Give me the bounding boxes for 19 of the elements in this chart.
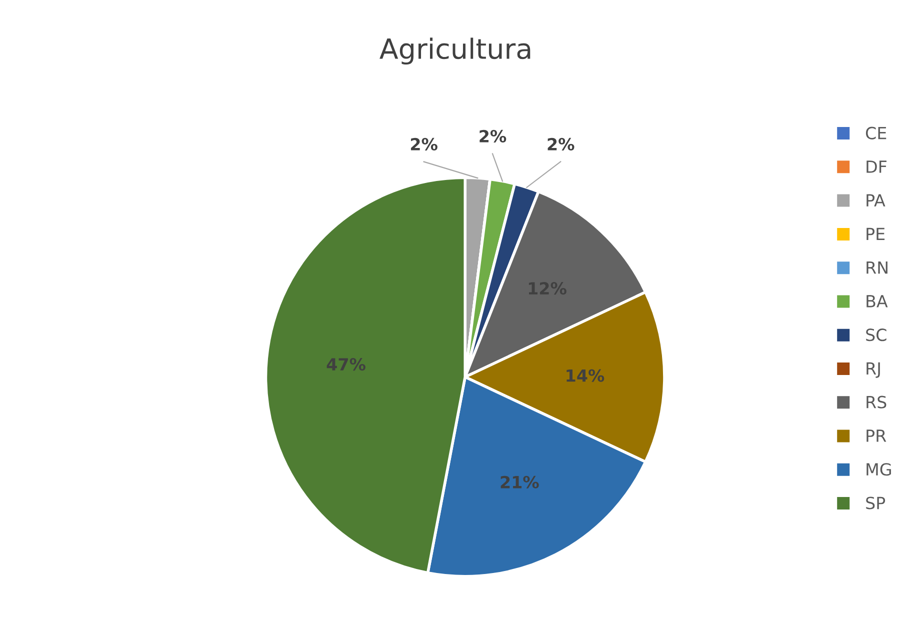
legend-label: RN <box>866 262 888 274</box>
legend-label: CE <box>866 126 886 140</box>
legend-label: SP <box>866 496 886 510</box>
legend-label: DF <box>866 160 886 173</box>
data-label: 47% <box>326 358 366 371</box>
data-label: 14% <box>566 369 604 382</box>
data-label: 2% <box>410 138 438 150</box>
chart-title: Agricultura <box>380 38 530 65</box>
data-label: 2% <box>480 130 506 143</box>
legend-label: MG <box>866 463 891 476</box>
legend-label: BA <box>866 295 888 308</box>
data-label: 21% <box>500 476 539 488</box>
legend-label: SC <box>866 328 886 342</box>
legend-label: PR <box>866 430 886 442</box>
legend-label: RS <box>866 396 886 408</box>
legend-label: RJ <box>866 362 880 378</box>
legend-label: PA <box>866 194 886 206</box>
legend-label: PE <box>866 228 885 240</box>
data-label: 2% <box>548 138 574 150</box>
